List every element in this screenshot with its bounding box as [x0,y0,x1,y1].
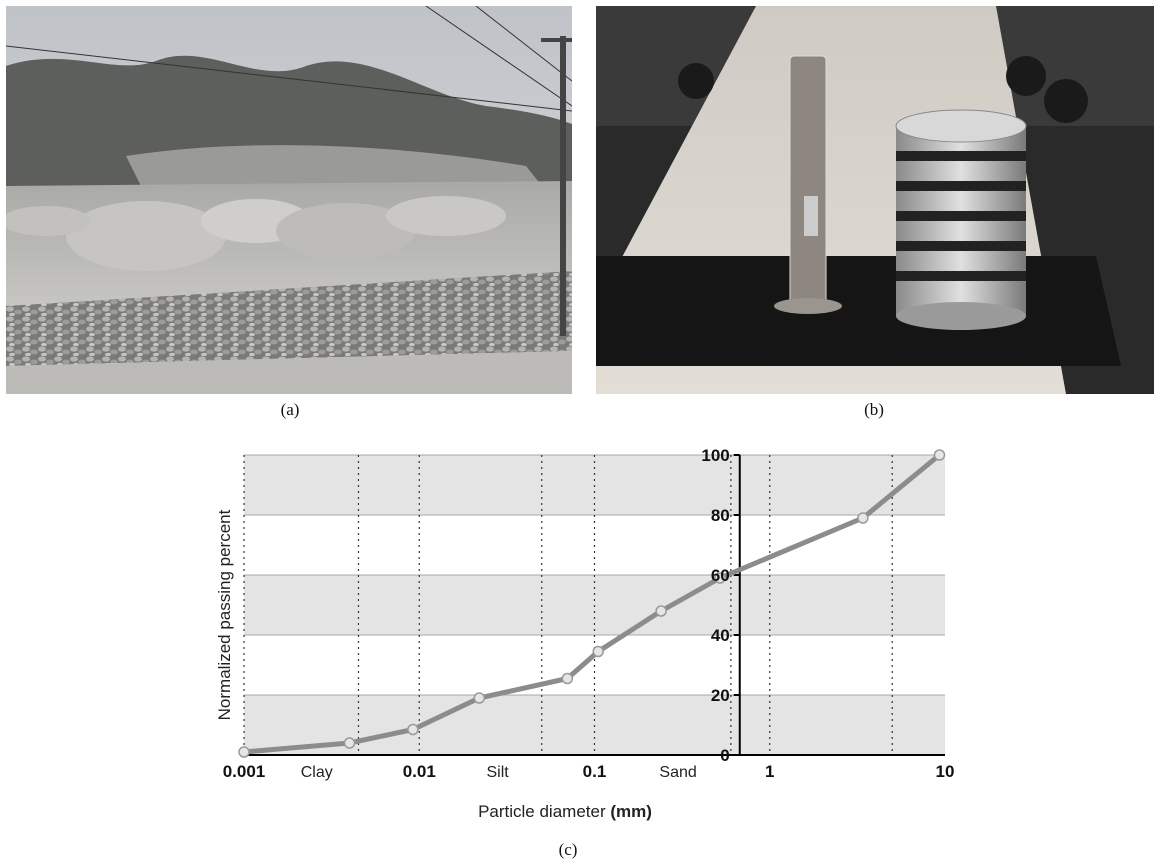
data-point [561,672,574,685]
caption-b: (b) [864,400,884,419]
x-tick-label: 1 [765,762,774,781]
data-point [407,723,419,736]
soil-zone-label: Sand [659,764,696,781]
x-tick-label: 0.1 [583,762,607,781]
y-tick-label: 100 [701,446,729,465]
x-axis-label: Particle diameter (mm) [478,802,652,821]
x-axis-label-text: Particle diameter [478,802,606,821]
data-point [655,605,667,617]
data-point [933,449,946,461]
soil-zone-label: Clay [301,764,333,781]
x-tick-label: 0.01 [403,762,436,781]
x-tick-label: 10 [936,762,955,781]
caption-c: (c) [558,840,578,859]
x-axis-label-unit: (mm) [610,802,652,821]
y-tick-label: 0 [720,746,729,765]
y-tick-label: 60 [711,566,730,585]
data-point [473,692,486,704]
y-tick-label: 20 [711,686,730,705]
data-point [238,746,250,758]
data-point [857,512,869,524]
y-tick-label: 80 [711,506,730,525]
y-tick-label: 40 [711,626,730,645]
landfill-photo [6,6,572,394]
data-point [714,572,726,584]
x-tick-label: 0.001 [223,762,266,781]
series-line [243,453,942,755]
caption-a: (a) [280,400,300,419]
lab-equipment-photo [596,6,1154,394]
data-point [592,645,604,658]
soil-zone-label: Silt [486,764,509,781]
data-point [343,737,356,749]
y-axis-label: Normalized passing percent [215,509,234,720]
